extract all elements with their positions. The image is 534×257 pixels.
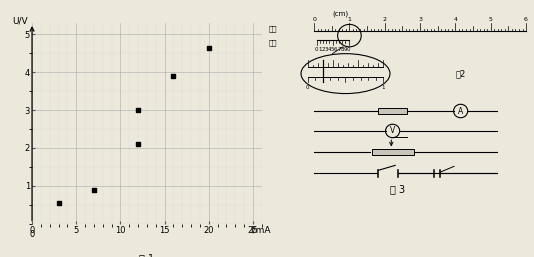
Text: 6: 6 (334, 47, 337, 52)
Text: 0: 0 (306, 85, 309, 90)
Text: 0: 0 (29, 230, 35, 240)
Point (205, 46, 213, 50)
Text: V: V (390, 126, 395, 135)
Point (169, 74, 178, 78)
Text: 8: 8 (340, 47, 344, 52)
Text: 7: 7 (337, 47, 341, 52)
Text: (cm): (cm) (332, 11, 348, 17)
Text: 图 3: 图 3 (390, 185, 405, 195)
FancyBboxPatch shape (372, 149, 413, 155)
Text: 2: 2 (321, 47, 325, 52)
FancyBboxPatch shape (378, 108, 407, 114)
Text: 0: 0 (347, 47, 350, 52)
Text: 图2: 图2 (456, 69, 466, 78)
Text: 图 1: 图 1 (139, 254, 154, 257)
Text: 4: 4 (453, 17, 458, 22)
Text: 1: 1 (348, 17, 351, 22)
Text: U/V: U/V (12, 17, 28, 26)
Text: 6: 6 (524, 17, 528, 22)
Text: 1: 1 (318, 47, 321, 52)
Text: 3: 3 (418, 17, 422, 22)
Text: 游标: 游标 (268, 40, 277, 46)
Point (90, 188, 98, 192)
Text: I/mA: I/mA (250, 225, 271, 234)
Point (134, 142, 142, 146)
Text: 0: 0 (315, 47, 318, 52)
Text: 9: 9 (343, 47, 347, 52)
Text: A: A (458, 106, 464, 115)
Text: 5: 5 (489, 17, 493, 22)
Text: 0: 0 (312, 17, 316, 22)
Text: 主尺: 主尺 (268, 25, 277, 32)
Point (134, 108, 142, 112)
Text: 3: 3 (325, 47, 328, 52)
Text: 4: 4 (328, 47, 331, 52)
Point (54, 201, 63, 205)
Text: 2: 2 (383, 17, 387, 22)
Text: 1: 1 (382, 85, 385, 90)
Text: 5: 5 (331, 47, 334, 52)
